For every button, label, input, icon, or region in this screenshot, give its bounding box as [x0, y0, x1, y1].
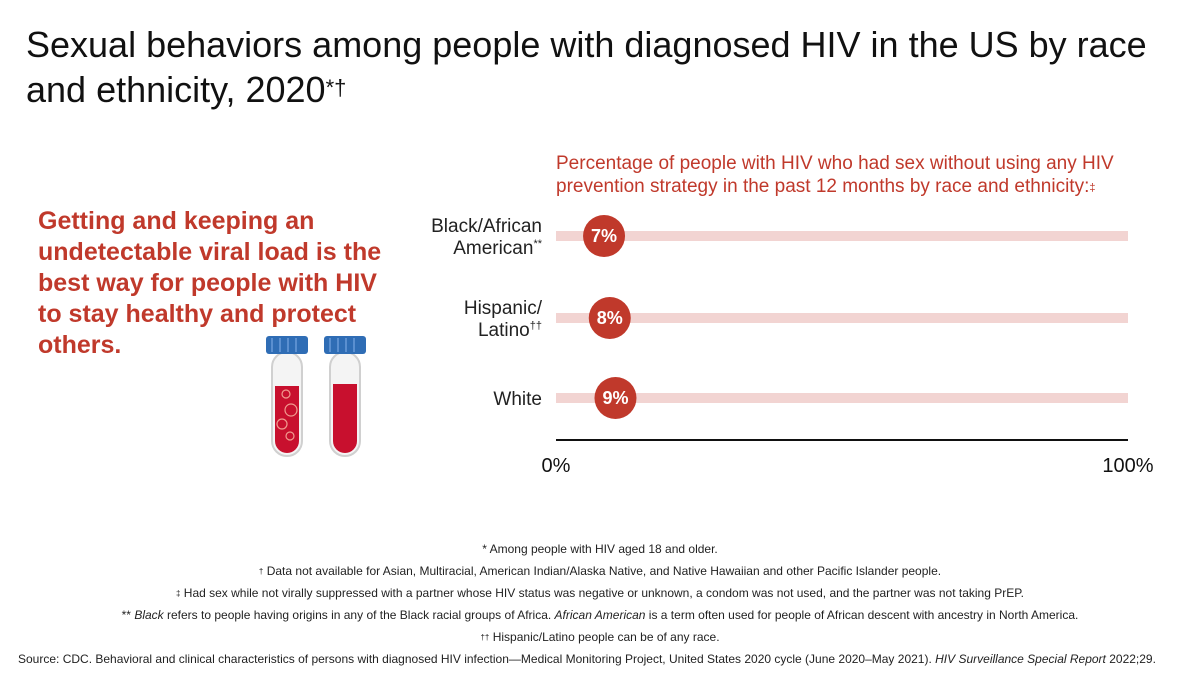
value-marker	[588, 297, 631, 339]
bar-track	[556, 393, 1128, 403]
chart-subtitle: Percentage of people with HIV who had se…	[556, 152, 1176, 198]
value-marker	[583, 215, 626, 257]
footnote-3: ‡ Had sex while not virally suppressed w…	[0, 582, 1200, 604]
footnote-4-term-black: Black	[134, 608, 164, 622]
footnote-5-text: Hispanic/Latino people can be of any rac…	[489, 630, 720, 644]
category-label: White	[493, 389, 542, 410]
blood-tubes-illustration	[266, 336, 366, 457]
footnote-4-text-end: is a term often used for people of Afric…	[645, 608, 1079, 622]
title-text: Sexual behaviors among people with diagn…	[26, 24, 1147, 110]
footnotes: * Among people with HIV aged 18 and olde…	[0, 538, 1200, 670]
footnote-4: ** Black refers to people having origins…	[0, 604, 1200, 626]
chart-subtitle-mark: ‡	[1089, 182, 1096, 194]
bar-track	[556, 231, 1128, 241]
footnote-3-mark: ‡	[175, 589, 181, 598]
key-message: Getting and keeping an undetectable vira…	[38, 207, 382, 359]
footnote-4-text: refers to people having origins in any o…	[163, 608, 555, 622]
source-text: Source: CDC. Behavioral and clinical cha…	[18, 652, 936, 666]
source-report-title: HIV Surveillance Special Report	[935, 652, 1106, 666]
value-marker	[594, 377, 637, 419]
value-label: 7%	[591, 226, 617, 246]
footnote-5: †† Hispanic/Latino people can be of any …	[0, 626, 1200, 648]
title-footnote-marks: *†	[325, 75, 347, 100]
chart-subtitle-text: Percentage of people with HIV who had se…	[556, 153, 1114, 197]
blood-sample-tube-icon	[324, 336, 366, 457]
page-title: Sexual behaviors among people with diagn…	[26, 22, 1166, 112]
source-text-end: 2022;29.	[1105, 652, 1156, 666]
footnote-2-text: Data not available for Asian, Multiracia…	[263, 564, 942, 578]
horizontal-bar-chart: Black/African American** 7% Hispanic/Latino…	[431, 215, 1154, 477]
footnote-3-text: Had sex while not virally suppressed wit…	[180, 586, 1025, 600]
footnote-1: * Among people with HIV aged 18 and olde…	[482, 542, 718, 556]
footnote-2-mark: †	[258, 567, 264, 576]
value-label: 8%	[597, 308, 623, 328]
footnote-4-term-african-american: African American	[554, 608, 646, 622]
footnote-5-mark: ††	[480, 633, 490, 642]
category-label: Black/African American**	[431, 216, 543, 259]
tick-label: 0%	[542, 455, 571, 477]
source-citation: Source: CDC. Behavioral and clinical cha…	[0, 648, 1200, 670]
tick-label: 100%	[1102, 455, 1153, 477]
bar-track	[556, 313, 1128, 323]
value-label: 9%	[602, 388, 628, 408]
blood-sample-tube-icon	[266, 336, 308, 457]
footnote-4-mark: **	[121, 608, 135, 622]
category-label: Hispanic/Latino††	[464, 298, 543, 341]
footnote-2: † Data not available for Asian, Multirac…	[0, 560, 1200, 582]
